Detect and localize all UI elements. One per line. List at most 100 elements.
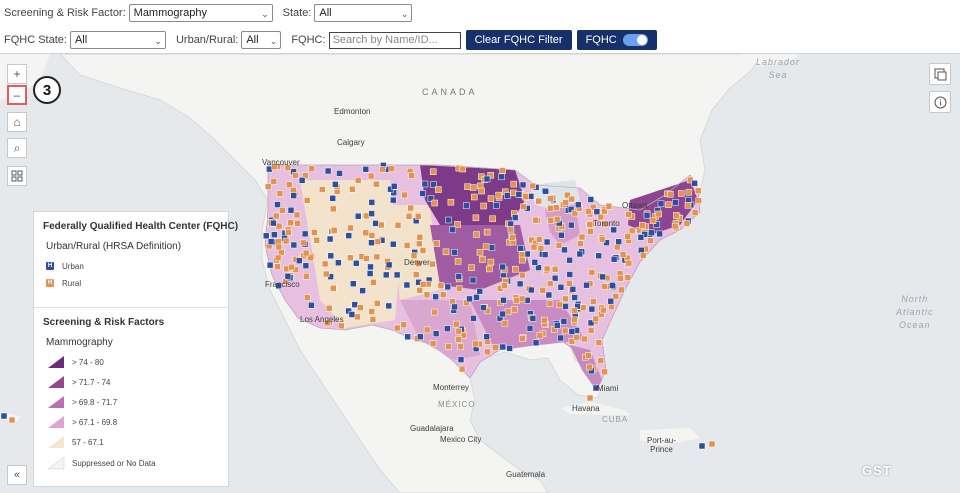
- fqhc-rural-marker[interactable]: [319, 186, 326, 193]
- fqhc-rural-marker[interactable]: [429, 340, 437, 347]
- fqhc-urban-marker[interactable]: [262, 232, 270, 240]
- fqhc-urban-marker[interactable]: [302, 262, 310, 269]
- fqhc-rural-marker[interactable]: [577, 240, 584, 248]
- fqhc-rural-marker[interactable]: [612, 293, 620, 300]
- fqhc-rural-marker[interactable]: [487, 258, 495, 266]
- fqhc-urban-marker[interactable]: [587, 319, 595, 327]
- fqhc-rural-marker[interactable]: [568, 195, 576, 203]
- fqhc-rural-marker[interactable]: [272, 212, 280, 220]
- fqhc-urban-marker[interactable]: [499, 263, 506, 271]
- fqhc-rural-marker[interactable]: [608, 303, 615, 311]
- fqhc-rural-marker[interactable]: [532, 216, 540, 224]
- fqhc-rural-marker[interactable]: [368, 308, 375, 315]
- fqhc-rural-marker[interactable]: [580, 304, 587, 312]
- fqhc-urban-marker[interactable]: [275, 282, 282, 290]
- fqhc-rural-marker[interactable]: [601, 283, 608, 290]
- fqhc-urban-marker[interactable]: [657, 200, 665, 208]
- layer-list-button[interactable]: [7, 166, 27, 186]
- fqhc-urban-marker[interactable]: [610, 255, 618, 263]
- fqhc-urban-marker[interactable]: [445, 216, 452, 224]
- fqhc-rural-marker[interactable]: [416, 233, 424, 241]
- fqhc-urban-marker[interactable]: [449, 226, 456, 234]
- fqhc-rural-marker[interactable]: [597, 357, 604, 364]
- fqhc-urban-marker[interactable]: [372, 220, 379, 227]
- fqhc-rural-marker[interactable]: [276, 190, 284, 197]
- fqhc-urban-marker[interactable]: [562, 303, 569, 310]
- fqhc-rural-marker[interactable]: [374, 300, 381, 307]
- fqhc-urban-marker[interactable]: [504, 192, 511, 199]
- fqhc-rural-marker[interactable]: [510, 189, 517, 197]
- fqhc-rural-marker[interactable]: [464, 183, 471, 190]
- fqhc-urban-marker[interactable]: [455, 273, 463, 280]
- fqhc-urban-marker[interactable]: [551, 274, 559, 282]
- fqhc-urban-marker[interactable]: [366, 270, 374, 277]
- fqhc-urban-marker[interactable]: [535, 264, 542, 271]
- fqhc-rural-marker[interactable]: [476, 249, 484, 256]
- fqhc-urban-marker[interactable]: [498, 173, 505, 181]
- fqhc-urban-marker[interactable]: [560, 318, 568, 325]
- fqhc-rural-marker[interactable]: [458, 365, 466, 373]
- fqhc-rural-marker[interactable]: [368, 232, 376, 239]
- fqhc-urban-marker[interactable]: [382, 271, 390, 279]
- fqhc-rural-marker[interactable]: [447, 198, 455, 206]
- fqhc-rural-marker[interactable]: [592, 315, 600, 323]
- fqhc-rural-marker[interactable]: [492, 344, 499, 351]
- fqhc-rural-marker[interactable]: [284, 164, 292, 172]
- fqhc-rural-marker[interactable]: [308, 165, 315, 172]
- fqhc-rural-marker[interactable]: [322, 270, 330, 278]
- fqhc-urban-marker[interactable]: [336, 170, 343, 177]
- fqhc-rural-marker[interactable]: [694, 187, 702, 195]
- fqhc-rural-marker[interactable]: [671, 222, 679, 230]
- fqhc-urban-marker[interactable]: [393, 271, 401, 279]
- home-button[interactable]: ⌂: [7, 112, 27, 132]
- fqhc-urban-marker[interactable]: [583, 281, 590, 289]
- fqhc-urban-marker[interactable]: [421, 180, 429, 188]
- fqhc-toggle-button[interactable]: FQHC: [576, 30, 657, 50]
- fqhc-rural-marker[interactable]: [555, 242, 563, 249]
- fqhc-rural-marker[interactable]: [288, 263, 295, 271]
- fqhc-rural-marker[interactable]: [649, 217, 657, 224]
- fqhc-rural-marker[interactable]: [478, 187, 485, 195]
- fqhc-rural-marker[interactable]: [486, 265, 493, 273]
- fqhc-urban-marker[interactable]: [417, 333, 424, 341]
- fqhc-rural-marker[interactable]: [487, 195, 495, 202]
- fqhc-urban-marker[interactable]: [444, 325, 451, 332]
- fqhc-rural-marker[interactable]: [665, 201, 672, 208]
- fqhc-rural-marker[interactable]: [573, 333, 581, 341]
- fqhc-urban-marker[interactable]: [532, 339, 540, 347]
- fqhc-rural-marker[interactable]: [419, 247, 427, 254]
- fqhc-rural-marker[interactable]: [410, 252, 418, 259]
- fqhc-rural-marker[interactable]: [454, 221, 461, 228]
- fqhc-urban-marker[interactable]: [390, 183, 398, 190]
- fqhc-rural-marker[interactable]: [537, 245, 545, 252]
- fqhc-rural-marker[interactable]: [495, 191, 502, 199]
- fqhc-rural-marker[interactable]: [285, 181, 293, 188]
- fqhc-rural-marker[interactable]: [556, 301, 564, 309]
- fqhc-rural-marker[interactable]: [600, 306, 607, 314]
- fqhc-rural-marker[interactable]: [553, 215, 561, 223]
- fqhc-rural-marker[interactable]: [639, 221, 646, 229]
- fqhc-rural-marker[interactable]: [347, 254, 354, 262]
- fqhc-urban-marker[interactable]: [516, 280, 524, 288]
- fqhc-rural-marker[interactable]: [484, 348, 491, 356]
- fqhc-urban-marker[interactable]: [610, 226, 617, 234]
- fqhc-urban-marker[interactable]: [367, 263, 374, 271]
- fqhc-rural-marker[interactable]: [551, 265, 559, 273]
- fqhc-urban-marker[interactable]: [444, 283, 452, 291]
- fqhc-rural-marker[interactable]: [484, 307, 492, 315]
- fqhc-rural-marker[interactable]: [300, 239, 307, 247]
- fqhc-urban-marker[interactable]: [385, 261, 393, 269]
- fqhc-urban-marker[interactable]: [499, 343, 507, 351]
- fqhc-urban-marker[interactable]: [362, 166, 370, 173]
- fqhc-rural-marker[interactable]: [403, 242, 411, 249]
- fqhc-urban-marker[interactable]: [483, 175, 491, 183]
- fqhc-urban-marker[interactable]: [267, 238, 275, 245]
- fqhc-urban-marker[interactable]: [561, 246, 568, 254]
- fqhc-urban-marker[interactable]: [348, 311, 356, 318]
- fqhc-urban-marker[interactable]: [359, 287, 366, 294]
- fqhc-rural-marker[interactable]: [546, 280, 554, 287]
- fqhc-urban-marker[interactable]: [567, 206, 575, 213]
- fqhc-rural-marker[interactable]: [586, 221, 594, 228]
- fqhc-urban-marker[interactable]: [419, 190, 426, 197]
- fqhc-rural-marker[interactable]: [405, 213, 413, 220]
